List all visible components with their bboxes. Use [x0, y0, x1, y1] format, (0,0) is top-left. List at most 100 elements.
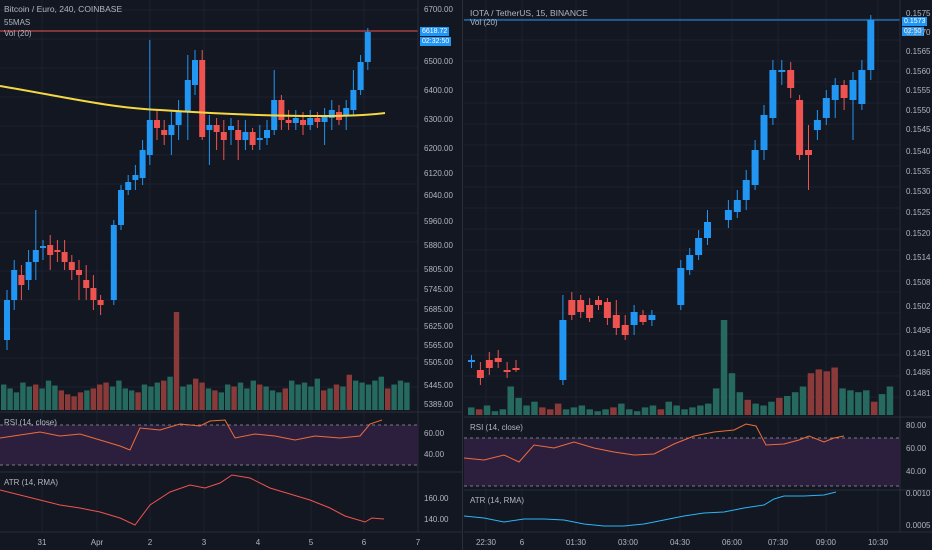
left-indicator-vol-label[interactable]: Vol (20) [4, 29, 32, 38]
volume-bar [768, 401, 775, 415]
volume-bar [231, 386, 237, 410]
volume-bar [39, 388, 45, 410]
candle-body [249, 132, 256, 145]
left-atr-label[interactable]: ATR (14, RMA) [4, 478, 59, 487]
time-axis-label: 09:00 [815, 538, 837, 547]
price-axis-label: 0.1550 [906, 106, 931, 115]
left-indicator-ma-label[interactable]: 55MAS [4, 18, 31, 27]
volume-bar [45, 380, 52, 410]
candle-body [559, 320, 567, 380]
price-axis-label: 5505.00 [424, 358, 453, 367]
volume-bar [397, 380, 404, 410]
left-rsi-label[interactable]: RSI (14, close) [4, 418, 57, 427]
volume-bar [705, 403, 712, 415]
right-indicator-vol-label[interactable]: Vol (20) [470, 18, 498, 27]
price-axis-label: 5805.00 [424, 265, 453, 274]
candle-body [264, 130, 270, 138]
candle-body [343, 108, 350, 115]
right-rsi-label[interactable]: RSI (14, close) [470, 423, 523, 432]
volume-bar [507, 386, 514, 415]
candle-body [485, 360, 493, 368]
volume-bar [225, 384, 231, 410]
candle-body [54, 250, 61, 252]
right-chart-pane[interactable]: IOTA / TetherUS, 15, BINANCE Vol (20) RS… [464, 0, 932, 550]
candle-body [586, 305, 594, 318]
volume-bar [886, 386, 894, 415]
price-axis-label: 0.1575 [906, 9, 931, 18]
candle-body [76, 270, 82, 275]
volume-bar [523, 405, 530, 415]
candle-body [307, 118, 314, 125]
volume-bar [602, 409, 609, 415]
candle-body [175, 112, 182, 125]
volume-bar [586, 409, 593, 415]
candle-body [278, 100, 285, 120]
candle-body [778, 70, 786, 72]
candle-body [4, 300, 10, 340]
price-axis-label: 0.1525 [906, 208, 931, 217]
candle-body [300, 120, 306, 125]
volume-bar [878, 394, 886, 415]
time-axis-label: 6 [361, 538, 367, 547]
candle-body [40, 246, 46, 248]
price-axis-label: 0.1508 [906, 278, 931, 287]
right-chart-canvas[interactable] [464, 0, 932, 550]
price-axis-label: 6300.00 [424, 115, 453, 124]
time-axis-label: 07:30 [767, 538, 789, 547]
candle-body [503, 370, 511, 372]
volume-bar [257, 384, 263, 410]
time-axis-label: 4 [255, 538, 261, 547]
price-axis-label: 6700.00 [424, 5, 453, 14]
volume-bar [657, 409, 665, 415]
left-chart-canvas[interactable] [0, 0, 463, 550]
volume-bar [847, 390, 854, 415]
price-axis-label: 5625.00 [424, 322, 453, 331]
time-axis-label: 31 [37, 538, 47, 547]
rsi-axis-label: 40.00 [906, 467, 927, 476]
volume-bar [359, 382, 365, 410]
volume-bar [173, 312, 180, 410]
volume-bar [626, 409, 633, 415]
volume-bar [839, 388, 846, 415]
candle-body [285, 120, 292, 123]
price-axis-label: 0.1520 [906, 229, 931, 238]
volume-bar [180, 386, 186, 410]
candle-body [695, 238, 703, 255]
right-atr-label[interactable]: ATR (14, RMA) [470, 496, 525, 505]
atr-axis-label: 0.0005 [906, 521, 931, 530]
left-time-tag: 02:32:50 [420, 37, 452, 46]
price-axis-label: 6400.00 [424, 86, 453, 95]
price-axis-label: 0.1491 [906, 349, 931, 358]
price-axis-label: 0.1570 [906, 28, 931, 37]
volume-bar [321, 390, 327, 410]
candle-body [125, 182, 132, 190]
volume-bar [784, 396, 791, 415]
candle-body [858, 70, 866, 104]
candle-body [321, 115, 328, 122]
volume-bar [689, 407, 696, 415]
left-chart-pane[interactable]: Bitcoin / Euro, 240, COINBASE 55MAS Vol … [0, 0, 463, 550]
volume-bar [20, 382, 26, 410]
price-axis-label: 0.1502 [906, 302, 931, 311]
volume-bar [26, 386, 32, 410]
candle-body [512, 368, 520, 370]
price-axis-label: 5685.00 [424, 305, 453, 314]
atr-line [0, 474, 385, 526]
rsi-axis-label: 60.00 [906, 444, 927, 453]
candle-body [760, 115, 768, 150]
price-axis-label: 6120.00 [424, 169, 453, 178]
right-chart-title: IOTA / TetherUS, 15, BINANCE [470, 8, 588, 18]
volume-bar [728, 373, 736, 415]
rsi-axis-label: 60.00 [424, 429, 445, 438]
volume-bar [282, 388, 288, 410]
candle-body [849, 80, 857, 100]
volume-bar [301, 382, 308, 410]
right-time-tag: 02:50 [902, 27, 924, 36]
candle-body [494, 358, 502, 362]
candle-body [18, 275, 25, 285]
volume-bar [365, 384, 372, 410]
price-axis-label: 5565.00 [424, 341, 453, 350]
volume-bar [263, 386, 269, 410]
price-axis-label: 0.1514 [906, 253, 931, 262]
volume-bar [378, 376, 384, 410]
